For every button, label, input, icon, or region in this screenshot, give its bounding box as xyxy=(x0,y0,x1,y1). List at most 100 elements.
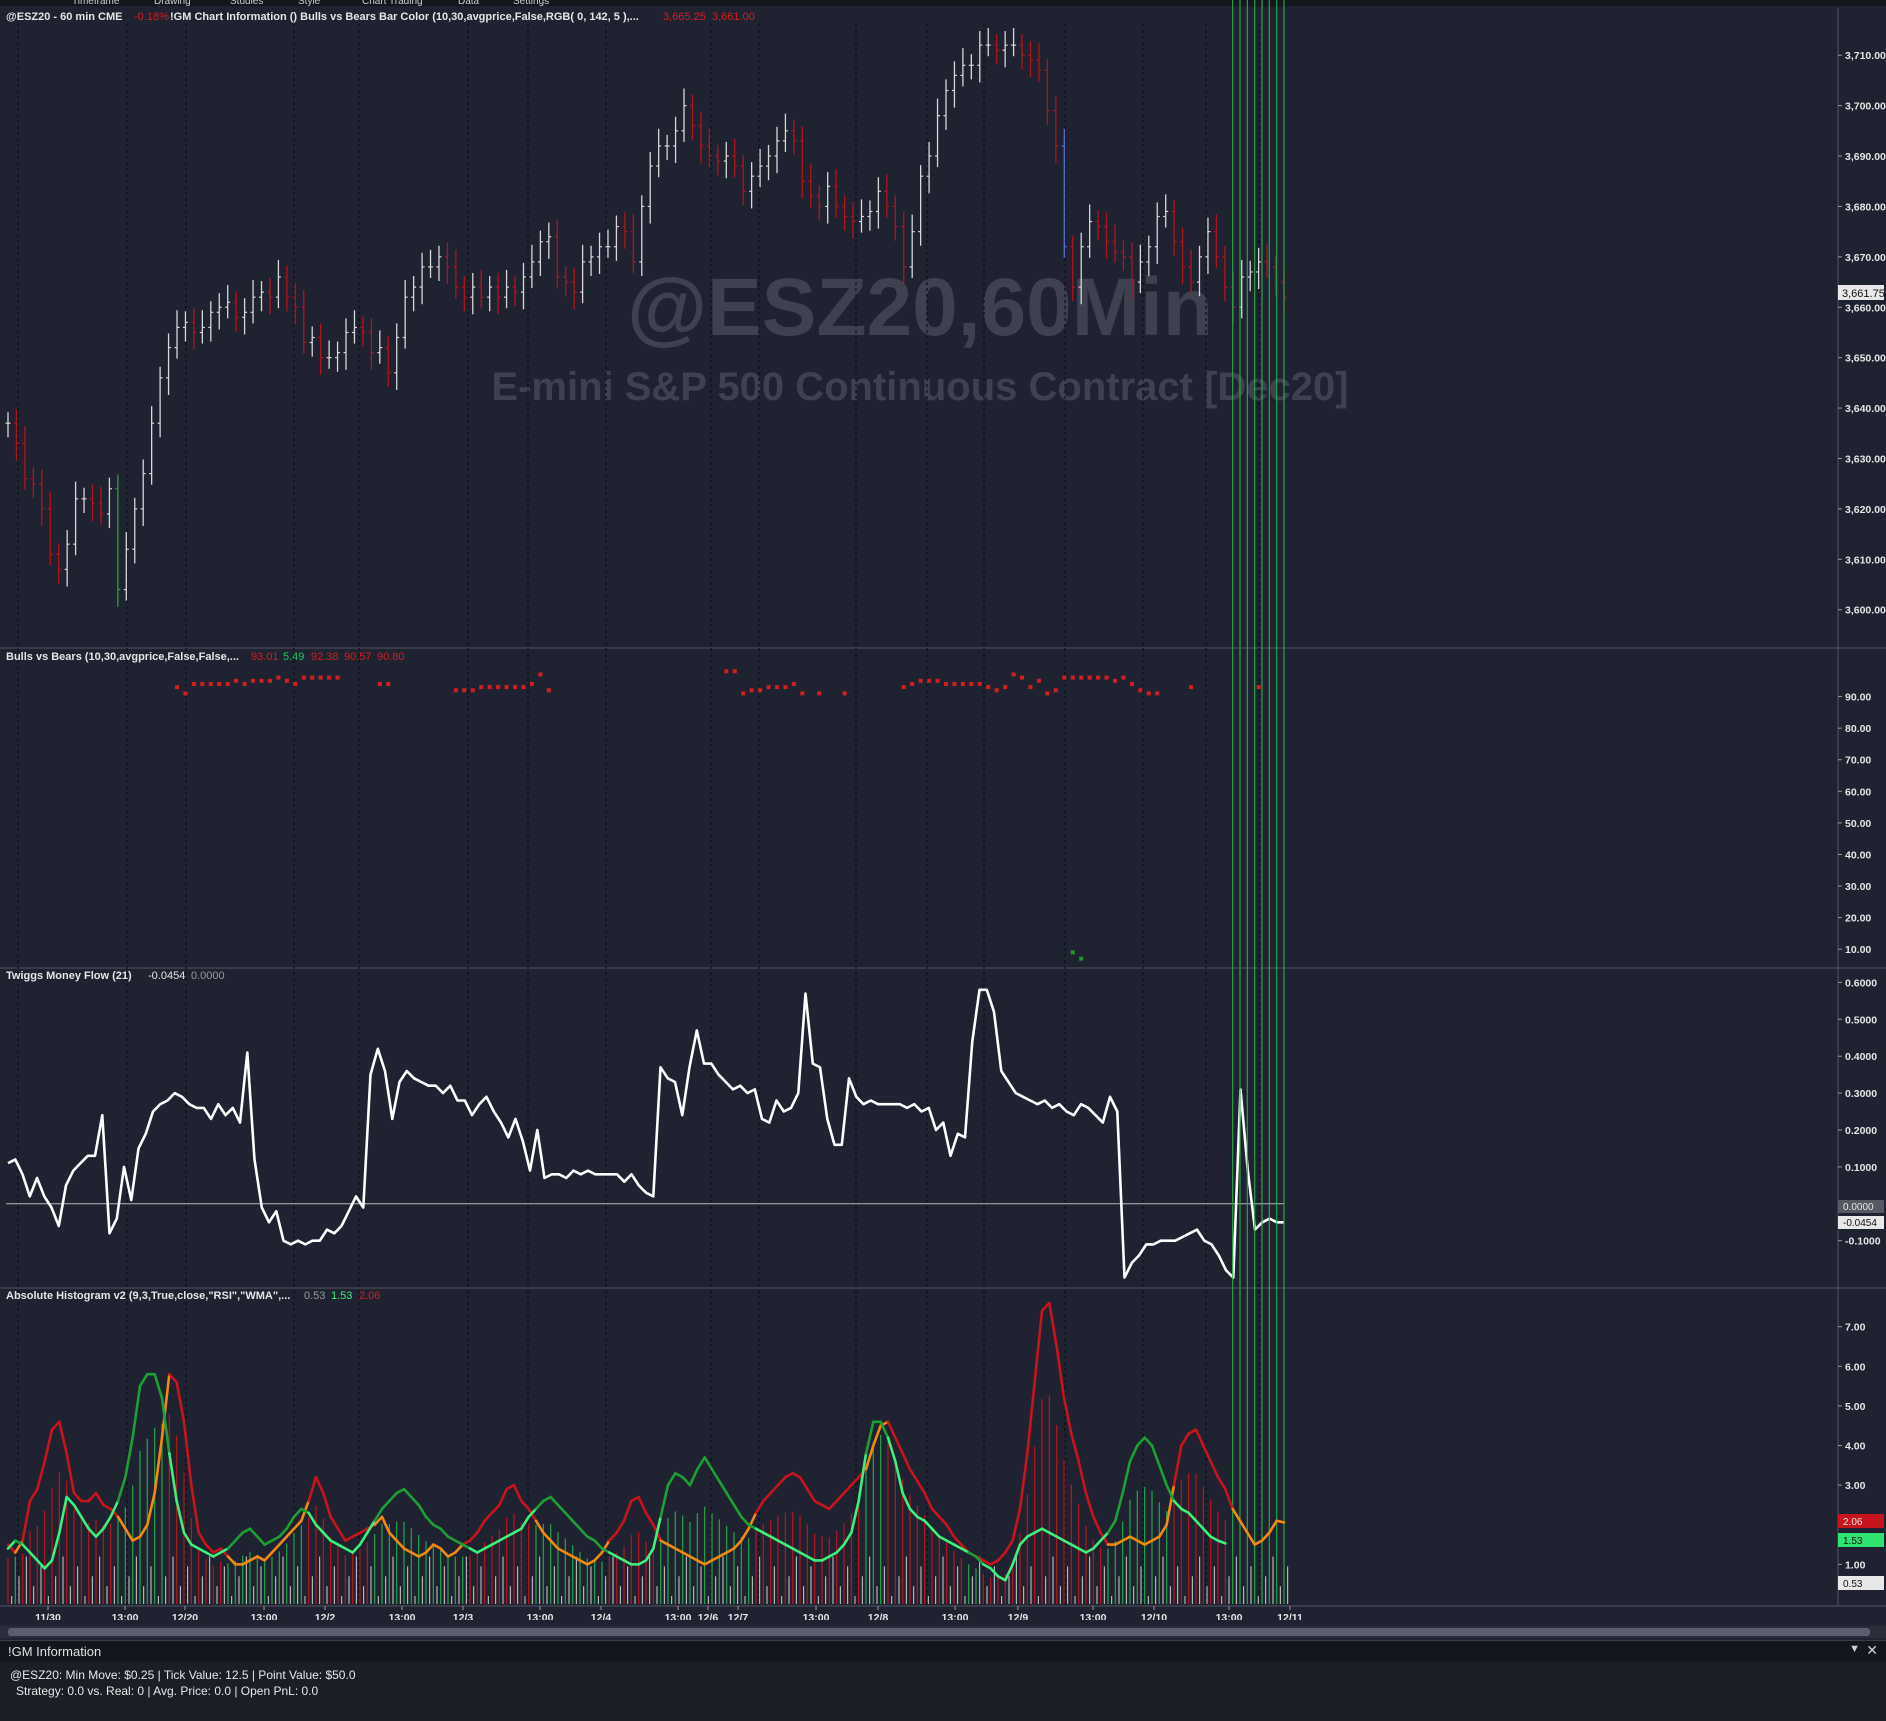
bvb-red-dot xyxy=(504,685,509,690)
bvb-red-dot xyxy=(1020,675,1025,680)
ah-bull-line-segment xyxy=(468,1531,479,1542)
bvb-axis-label: 10.00 xyxy=(1845,944,1871,956)
bvb-red-dot xyxy=(284,678,289,683)
ah-bull-line-segment xyxy=(989,1559,1000,1566)
ah-bear-line-segment xyxy=(696,1456,706,1471)
ah-bull-line-segment xyxy=(842,1483,853,1495)
toolbar-menu-item[interactable]: Timeframe xyxy=(72,0,120,7)
ah-bull-line-segment xyxy=(982,1559,992,1566)
bvb-value-4: 90.57 xyxy=(344,651,372,663)
price-axis-label: 3,690.00 xyxy=(1845,151,1886,163)
bvb-red-dot xyxy=(276,675,281,680)
bvb-red-dot xyxy=(513,685,518,690)
chart-canvas[interactable]: Timeframe Drawing Studies Style Chart Tradin… xyxy=(0,0,1886,1620)
ah-bear-line-segment xyxy=(710,1468,721,1483)
bvb-axis-label: 90.00 xyxy=(1845,692,1871,704)
ah-bull-line-segment xyxy=(424,1543,435,1554)
ah-value-3: 2.06 xyxy=(359,1290,380,1302)
toolbar-menus[interactable]: Timeframe Drawing Studies Style Chart Tradin… xyxy=(72,0,549,7)
ah-value-2: 1.53 xyxy=(331,1290,352,1302)
ah-bull-line-segment xyxy=(864,1444,875,1471)
ah-red-badge-text: 2.06 xyxy=(1843,1517,1863,1528)
toolbar-menu-item[interactable]: Data xyxy=(458,0,480,7)
ah-bull-line-segment xyxy=(681,1551,692,1558)
time-axis-label: 13:00 xyxy=(389,1612,416,1620)
tmf-title: Twiggs Money Flow (21) xyxy=(6,970,132,982)
ah-bull-line-segment xyxy=(212,1547,222,1554)
ah-bull-line-segment xyxy=(1018,1452,1029,1511)
ah-bear-line-segment xyxy=(1077,1547,1088,1554)
ah-bull-line-segment xyxy=(358,1527,369,1534)
ah-bull-line-segment xyxy=(718,1551,728,1558)
time-axis-label: 13:00 xyxy=(251,1612,278,1620)
ah-bear-line-segment xyxy=(241,1527,252,1534)
ah-bear-line-segment xyxy=(263,1539,274,1546)
time-axis-label: 13:00 xyxy=(1216,1612,1243,1620)
ah-bear-line-segment xyxy=(784,1543,794,1550)
ah-bull-line-segment xyxy=(1136,1539,1146,1546)
bvb-red-dot xyxy=(1189,685,1194,690)
ah-bear-line-segment xyxy=(842,1531,853,1546)
scroll-thumb[interactable] xyxy=(8,1628,1870,1636)
toolbar-menu-item[interactable]: Style xyxy=(298,0,321,7)
ah-bull-line-segment xyxy=(322,1491,332,1519)
close-icon[interactable]: ✕ xyxy=(1866,1642,1878,1658)
ah-bull-line-segment xyxy=(703,1559,714,1566)
toolbar-menu-item[interactable]: Settings xyxy=(513,0,549,7)
ah-bear-line-segment xyxy=(366,1519,376,1534)
ah-bear-line-segment xyxy=(938,1535,948,1542)
ah-bull-line-segment xyxy=(608,1531,618,1542)
bvb-red-dot xyxy=(817,691,822,696)
ah-pane[interactable] xyxy=(6,0,1289,1604)
watermark-subtitle: E-mini S&P 500 Continuous Contract [Dec2… xyxy=(491,365,1348,409)
bvb-pane[interactable] xyxy=(175,669,1261,961)
ah-bull-line-segment xyxy=(285,1527,296,1538)
ah-bear-line-segment xyxy=(982,1563,992,1570)
toolbar-menu-item[interactable]: Chart Trading xyxy=(362,0,423,7)
ah-bear-line-segment xyxy=(930,1527,941,1538)
price-pane[interactable] xyxy=(5,27,1287,607)
bvb-green-dot xyxy=(1079,956,1084,961)
bvb-red-dot xyxy=(724,669,729,674)
bvb-red-dot xyxy=(1087,675,1092,680)
bvb-red-dot xyxy=(386,681,391,686)
bvb-axis-label: 80.00 xyxy=(1845,723,1871,735)
dropdown-arrow-icon[interactable]: ▼ xyxy=(1849,1643,1860,1655)
ah-bear-line-segment xyxy=(498,1535,508,1542)
time-axis-label: 13:00 xyxy=(1080,1612,1107,1620)
ah-bull-line-segment xyxy=(329,1515,340,1531)
horizontal-scrollbar[interactable] xyxy=(0,1626,1886,1638)
ah-bear-line-segment xyxy=(718,1479,728,1495)
time-axis-label: 13:00 xyxy=(665,1612,692,1620)
ah-bear-line-segment xyxy=(923,1519,934,1531)
ah-bull-line-segment xyxy=(380,1515,391,1534)
price-axis-label: 3,660.00 xyxy=(1845,302,1886,314)
ah-bear-line-segment xyxy=(94,1527,105,1538)
ah-bear-line-segment xyxy=(28,1551,39,1562)
ah-bull-line-segment xyxy=(1202,1444,1212,1463)
ah-bull-line-segment xyxy=(1165,1483,1176,1527)
ah-bear-line-segment xyxy=(138,1372,149,1388)
ah-bear-line-segment xyxy=(960,1547,970,1554)
ah-bear-line-segment xyxy=(1180,1507,1190,1515)
tmf-pane[interactable] xyxy=(6,988,1284,1279)
ah-bull-line-segment xyxy=(527,1507,538,1523)
toolbar-menu-item[interactable]: Studies xyxy=(230,0,263,7)
ah-bull-line-segment xyxy=(307,1475,318,1503)
bvb-red-dot xyxy=(479,685,484,690)
toolbar-menu-item[interactable]: Drawing xyxy=(154,0,191,7)
ah-bear-line-segment xyxy=(740,1515,750,1527)
ah-bear-line-segment xyxy=(644,1547,655,1562)
ah-bull-line-segment xyxy=(226,1555,237,1566)
ah-bear-line-segment xyxy=(182,1531,193,1546)
ah-bull-line-segment xyxy=(1099,1531,1110,1546)
bvb-axis-label: 60.00 xyxy=(1845,786,1871,798)
ah-bear-line-segment xyxy=(344,1547,354,1554)
ah-bear-line-segment xyxy=(534,1499,545,1511)
ah-bull-line-segment xyxy=(564,1551,574,1558)
bvb-red-dot xyxy=(1003,685,1008,690)
ah-axis-label: 6.00 xyxy=(1845,1361,1866,1373)
ah-bear-line-segment xyxy=(659,1483,670,1519)
ah-bear-line-segment xyxy=(204,1551,215,1558)
ah-bear-line-segment xyxy=(1033,1527,1044,1534)
